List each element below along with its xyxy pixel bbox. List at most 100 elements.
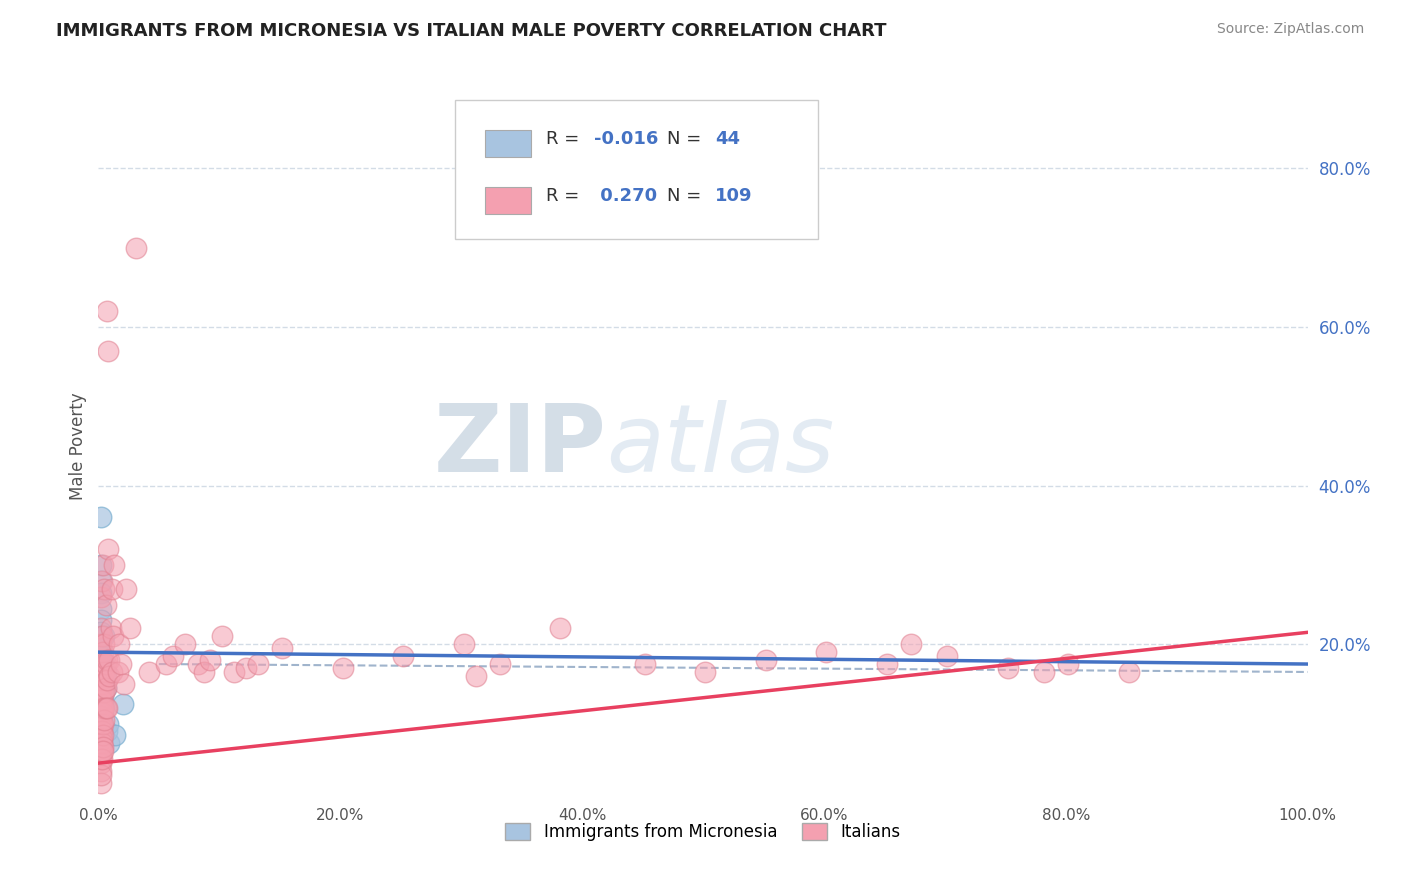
Point (90, 637, 112, 651)
Text: ZIP: ZIP (433, 400, 606, 492)
Point (91, 558, 114, 572)
Point (90, 625, 112, 640)
Point (90, 697, 112, 711)
Point (453, 637, 475, 651)
Text: N =: N = (666, 187, 707, 205)
Point (91, 685, 114, 699)
Point (634, 657, 657, 671)
Point (138, 665, 160, 679)
Point (90, 705, 112, 719)
Point (489, 657, 512, 671)
Point (94, 681, 117, 695)
Point (91, 665, 114, 679)
Point (91, 689, 114, 703)
Point (193, 665, 215, 679)
Point (90, 697, 112, 711)
Point (93, 637, 115, 651)
Point (97, 343, 120, 358)
Point (91, 744, 114, 758)
Point (91, 629, 114, 643)
Point (174, 637, 197, 651)
Point (100, 665, 122, 679)
Point (90, 705, 112, 719)
Point (464, 669, 486, 683)
Point (91, 713, 114, 727)
Point (90, 657, 112, 671)
Point (91, 705, 114, 719)
Point (97, 542, 120, 557)
Point (90, 700, 112, 714)
Point (91, 728, 114, 742)
Point (90, 665, 112, 679)
Point (91, 669, 114, 683)
Point (90, 510, 112, 524)
Point (91, 645, 114, 659)
Point (94, 665, 117, 679)
Point (91, 705, 114, 719)
Point (90, 641, 112, 656)
Point (93, 665, 115, 679)
Point (91, 705, 114, 719)
Point (96, 700, 118, 714)
Point (91, 736, 114, 750)
Point (93, 685, 115, 699)
FancyBboxPatch shape (485, 187, 531, 214)
Point (94, 673, 117, 687)
Point (91, 744, 114, 758)
Point (90, 621, 112, 635)
Point (101, 629, 124, 643)
Point (90, 681, 112, 695)
Y-axis label: Male Poverty: Male Poverty (69, 392, 87, 500)
Point (93, 657, 115, 671)
Text: Source: ZipAtlas.com: Source: ZipAtlas.com (1216, 22, 1364, 37)
Point (90, 649, 112, 664)
Point (392, 649, 415, 664)
Point (90, 713, 112, 727)
Point (96, 673, 118, 687)
Point (332, 661, 354, 675)
Point (247, 657, 270, 671)
Point (91, 697, 114, 711)
Text: N =: N = (666, 130, 707, 148)
Point (271, 641, 294, 656)
Point (96, 653, 118, 667)
Point (91, 697, 114, 711)
FancyBboxPatch shape (456, 100, 818, 239)
Point (91, 716, 114, 731)
Text: R =: R = (546, 187, 585, 205)
Point (100, 621, 122, 635)
Point (100, 582, 122, 596)
Point (90, 752, 112, 766)
Point (94, 681, 117, 695)
Point (90, 590, 112, 604)
Point (96, 304, 118, 318)
Point (90, 768, 112, 782)
Point (91, 665, 114, 679)
Point (94, 700, 117, 714)
Point (91, 700, 114, 714)
Text: atlas: atlas (606, 401, 835, 491)
Legend: Immigrants from Micronesia, Italians: Immigrants from Micronesia, Italians (499, 816, 907, 848)
Point (550, 621, 572, 635)
Point (118, 621, 141, 635)
Point (90, 764, 112, 778)
Point (90, 692, 112, 706)
Point (91, 681, 114, 695)
Point (108, 637, 131, 651)
Point (110, 657, 132, 671)
Point (90, 673, 112, 687)
Point (90, 744, 112, 758)
Point (94, 657, 117, 671)
Point (91, 689, 114, 703)
Point (90, 708, 112, 723)
Point (997, 661, 1019, 675)
Point (103, 558, 125, 572)
Point (90, 728, 112, 742)
Point (98, 736, 121, 750)
Point (91, 653, 114, 667)
Point (222, 665, 245, 679)
Point (91, 574, 114, 588)
Point (91, 692, 114, 706)
Point (90, 558, 112, 572)
Point (90, 601, 112, 615)
